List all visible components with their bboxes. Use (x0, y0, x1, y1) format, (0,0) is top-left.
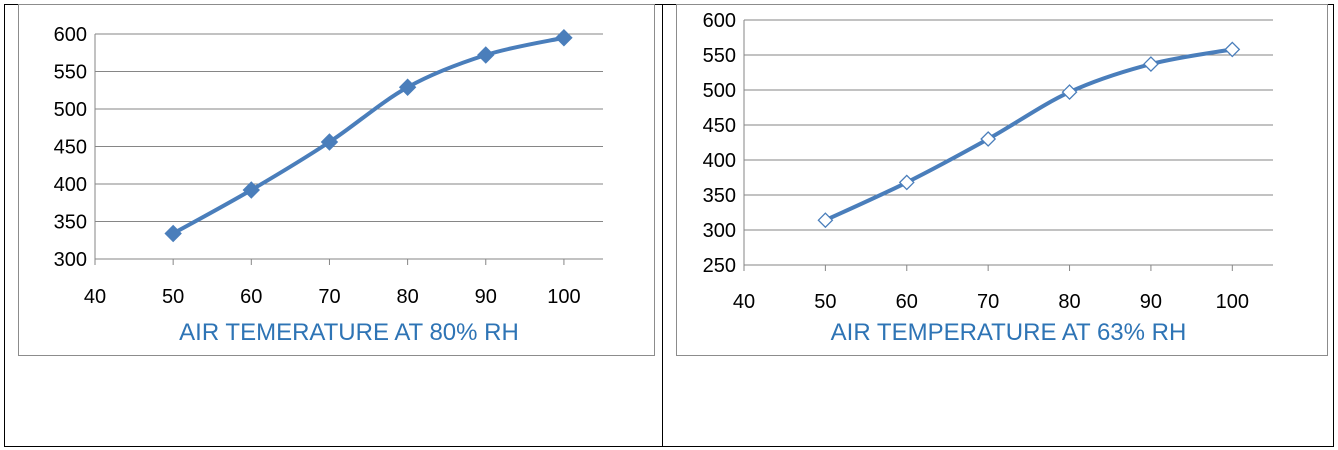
chart-panel-63-rh: 250 300 350 400 450 500 550 600 40 50 60 70 80 90 100 A… (676, 4, 1328, 356)
data-point-marker (477, 46, 495, 64)
x-axis-title: AIR TEMERATURE AT 80% RH (179, 319, 519, 346)
data-point-marker (1224, 41, 1241, 58)
x-tick-label: 50 (814, 291, 836, 313)
x-tick-label: 90 (1140, 291, 1162, 313)
table-frame (4, 4, 1334, 447)
y-tick-label: 350 (703, 185, 736, 207)
y-tick-label: 450 (703, 115, 736, 137)
y-tick-label: 550 (54, 62, 87, 84)
x-tick-label: 50 (162, 286, 184, 308)
x-tick-label: 90 (475, 286, 497, 308)
y-tick-label: 250 (703, 255, 736, 277)
y-tick-label: 350 (54, 212, 87, 234)
x-tick-label: 40 (733, 291, 755, 313)
y-tick-label: 450 (54, 137, 87, 159)
series-line (171, 35, 566, 236)
data-point-marker (1061, 84, 1078, 101)
y-tick-label: 500 (703, 80, 736, 102)
data-point-marker (320, 133, 339, 151)
x-tick-label: 60 (240, 286, 262, 308)
data-point-marker (398, 78, 417, 96)
y-tick-label: 550 (703, 45, 736, 67)
y-tick-label: 500 (54, 99, 87, 121)
data-point-marker (1143, 56, 1159, 73)
line-chart-63-rh: 250 300 350 400 450 500 550 600 40 50 60 70 80 90 100 A… (703, 10, 1273, 346)
x-tick-label: 100 (1216, 291, 1249, 313)
x-tick-label: 80 (396, 286, 418, 308)
x-tick-label: 60 (896, 291, 918, 313)
y-tick-label: 400 (703, 150, 736, 172)
data-point-marker (555, 29, 573, 47)
y-tick-label: 300 (703, 220, 736, 242)
x-tick-label: 40 (84, 286, 106, 308)
data-point-marker (817, 212, 834, 229)
line-chart-80-rh: 300 350 400 450 500 550 600 40 50 60 70 80 90 100 AIR … (54, 24, 603, 346)
x-tick-label: 70 (318, 286, 340, 308)
x-tick-label: 70 (977, 291, 999, 313)
chart-panel-80-rh: 300 350 400 450 500 550 600 40 50 60 70 80 90 100 AIR … (18, 4, 655, 356)
y-tick-label: 300 (54, 249, 87, 271)
y-tick-label: 600 (54, 24, 87, 46)
table-cell-divider (662, 4, 663, 447)
x-tick-label: 100 (547, 286, 580, 308)
data-point-marker (242, 181, 261, 199)
x-tick-label: 80 (1058, 291, 1080, 313)
series-line (823, 47, 1235, 223)
y-tick-label: 400 (54, 174, 87, 196)
data-point-marker (980, 131, 997, 147)
y-tick-label: 600 (703, 10, 736, 32)
data-point-marker (164, 224, 182, 243)
x-axis-title: AIR TEMPERATURE AT 63% RH (831, 319, 1187, 346)
data-point-marker (898, 174, 915, 191)
